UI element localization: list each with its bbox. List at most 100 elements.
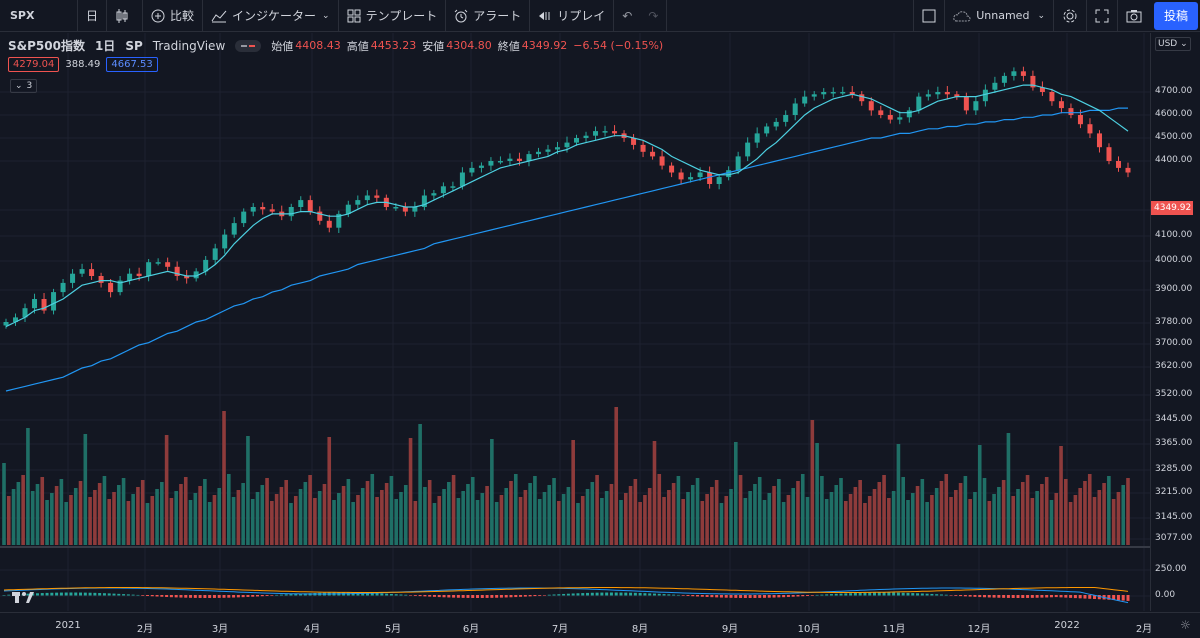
collapse-indicators-button[interactable]: ⌄ 3 — [10, 79, 38, 93]
time-axis[interactable]: 2021 2月 3月 4月 5月 6月 7月 8月 9月 10月 11月 12月 2022 2月 ☼ — [0, 612, 1200, 638]
price-chart[interactable] — [0, 33, 1150, 611]
undo-button[interactable]: ↶ — [614, 0, 640, 32]
volume-bar — [198, 486, 202, 545]
compare-button[interactable]: 比較 — [143, 0, 204, 32]
volume-bar — [69, 495, 73, 545]
replay-label: リプレイ — [557, 9, 606, 23]
volume-bar — [987, 501, 992, 545]
candle-body — [317, 211, 323, 221]
volume-bar — [944, 474, 949, 545]
legend-title[interactable]: S&P500指数 — [8, 39, 85, 53]
macd-histogram-bar — [476, 595, 480, 598]
volume-bar — [848, 494, 853, 545]
macd-histogram-bar — [600, 592, 604, 596]
volume-bar — [265, 478, 269, 545]
volume-bar — [26, 428, 30, 545]
volume-bar — [1049, 500, 1054, 545]
volume-bar — [1054, 493, 1059, 545]
macd-histogram-bar — [710, 595, 714, 598]
macd-histogram-bar — [480, 595, 484, 598]
macd-histogram-bar — [954, 595, 958, 596]
macd-histogram-bar — [1069, 595, 1073, 598]
candle-body — [70, 273, 76, 283]
fullscreen-button[interactable] — [1085, 0, 1117, 32]
candle-body — [174, 266, 180, 276]
volume-bar — [413, 501, 418, 545]
snapshot-button[interactable] — [1116, 0, 1150, 32]
volume-bar — [910, 493, 915, 545]
volume-bar — [915, 486, 920, 545]
time-axis-label: 5月 — [384, 624, 402, 635]
bb-mid-value: 388.49 — [65, 59, 101, 70]
alert-button[interactable]: アラート — [446, 0, 531, 32]
volume-bar — [552, 478, 556, 545]
macd-histogram-bar — [916, 593, 920, 596]
candle-body — [992, 82, 998, 90]
volume-bar — [78, 481, 83, 545]
templates-button[interactable]: テンプレート — [339, 0, 447, 32]
macd-histogram-bar — [232, 595, 236, 598]
macd-histogram-bar — [1011, 595, 1015, 598]
candle-body — [1125, 167, 1131, 173]
macd-histogram-bar — [925, 593, 929, 596]
macd-histogram-bar — [882, 592, 886, 596]
volume-bar — [858, 480, 862, 545]
volume-bar — [901, 477, 905, 545]
replay-button[interactable]: リプレイ — [530, 0, 615, 32]
layout-name-button[interactable]: Unnamed ⌄ — [944, 0, 1053, 32]
volume-bar — [327, 437, 332, 545]
macd-histogram-bar — [174, 595, 178, 598]
volume-bar — [576, 503, 580, 545]
candle-body — [127, 273, 133, 281]
volume-bar — [513, 474, 518, 545]
candle-body — [564, 142, 570, 148]
macd-histogram-bar — [987, 595, 991, 598]
volume-bar — [523, 490, 528, 545]
chart-type-button[interactable] — [107, 0, 144, 32]
volume-bar — [102, 476, 107, 545]
candle-body — [41, 299, 47, 311]
gear-icon — [1063, 9, 1077, 22]
time-axis-label: 9月 — [721, 624, 739, 635]
settings-icon[interactable]: ☼ — [1180, 618, 1191, 632]
macd-histogram-bar — [552, 594, 556, 596]
time-axis-label: 8月 — [631, 624, 649, 635]
volume-bar — [140, 480, 145, 545]
macd-histogram-bar — [490, 595, 494, 598]
candle-body — [402, 207, 408, 212]
symbol-search[interactable]: SPX — [0, 0, 78, 32]
price-axis[interactable]: USD ⌄ 4700.004600.004500.004400.004200.0… — [1150, 33, 1200, 611]
currency-selector[interactable]: USD ⌄ — [1155, 37, 1191, 51]
candle-body — [488, 161, 494, 166]
macd-histogram-bar — [1073, 595, 1077, 599]
interval-button[interactable]: 日 — [78, 0, 108, 32]
candle-body — [478, 165, 484, 168]
macd-histogram-bar — [404, 594, 408, 596]
macd-histogram-bar — [892, 592, 896, 596]
candle-body — [716, 177, 722, 184]
macd-histogram-bar — [385, 593, 389, 596]
candle-body — [612, 131, 618, 134]
macd-histogram-bar — [160, 595, 164, 597]
legend-toggle[interactable] — [235, 39, 262, 52]
indicators-button[interactable]: インジケーター ⌄ — [203, 0, 339, 32]
price-axis-label: 0.00 — [1155, 590, 1176, 600]
macd-histogram-bar — [528, 595, 532, 597]
macd-histogram-bar — [217, 595, 221, 598]
volume-bar — [293, 496, 298, 545]
volume-bar — [968, 499, 972, 545]
candle-body — [745, 142, 751, 157]
candle-body — [393, 207, 399, 209]
settings-button[interactable] — [1052, 0, 1086, 32]
publish-button[interactable]: 投稿 — [1153, 1, 1198, 30]
macd-histogram-bar — [461, 595, 465, 598]
tradingview-logo[interactable] — [12, 590, 34, 608]
candle-body — [1096, 133, 1102, 148]
macd-histogram-bar — [590, 592, 594, 596]
macd-histogram-bar — [686, 595, 690, 596]
macd-histogram-bar — [380, 593, 384, 596]
fullscreen-layout-button[interactable] — [913, 0, 944, 32]
redo-button[interactable]: ↷ — [640, 0, 668, 32]
volume-bar — [844, 501, 848, 545]
price-axis-label: 4100.00 — [1155, 230, 1193, 240]
